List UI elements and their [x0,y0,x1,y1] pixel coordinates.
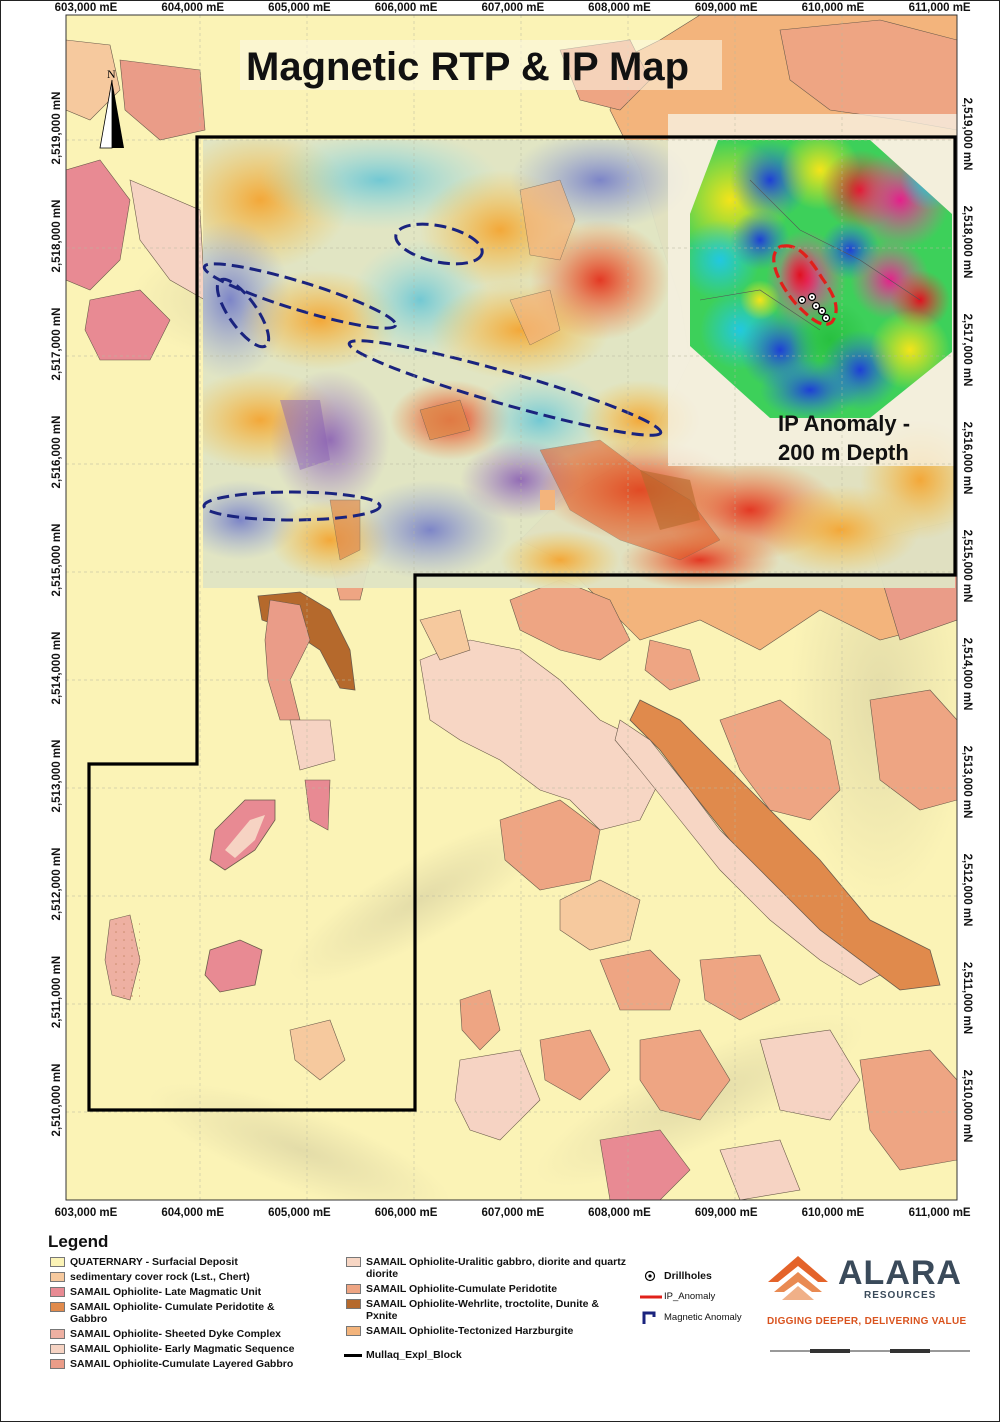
title-backdrop [240,40,722,90]
map-neatline [65,14,958,1201]
legend-item: SAMAIL Ophiolite-Cumulate Layered Gabbro [48,1358,328,1370]
northing-label-left: 2,514,000 mN [51,632,63,705]
northing-label-right: 2,511,000 mN [961,962,973,1034]
easting-label-top: 609,000 mE [695,2,758,14]
legend: Legend QUATERNARY - Surfacial Deposit se… [48,1232,978,1412]
northing-label-left: 2,516,000 mN [51,416,63,489]
easting-label-bottom: 609,000 mE [695,1207,758,1219]
legend-swatch [346,1299,361,1309]
legend-item: sedimentary cover rock (Lst., Chert) [48,1271,328,1283]
northing-label-left: 2,512,000 mN [51,848,63,921]
northing-label-right: 2,516,000 mN [961,422,973,495]
legend-swatch [346,1284,361,1294]
legend-item: SAMAIL Ophiolite- Early Magmatic Sequenc… [48,1343,328,1355]
ip-inset: IP Anomaly - 200 m Depth [668,114,957,466]
northing-label-left: 2,518,000 mN [51,200,63,273]
legend-item: SAMAIL Ophiolite- Cumulate Peridotite & … [48,1301,310,1325]
easting-label-top: 607,000 mE [481,2,544,14]
northing-label-left: 2,511,000 mN [51,956,63,1028]
legend-item: SAMAIL Ophiolite-Tectonized Harzburgite [344,1325,629,1337]
legend-item: SAMAIL Ophiolite-Cumulate Peridotite [344,1283,629,1295]
legend-swatch [50,1329,65,1339]
legend-item: QUATERNARY - Surfacial Deposit [48,1256,328,1268]
legend-swatch [50,1302,65,1312]
northing-label-left: 2,513,000 mN [51,740,63,813]
legend-item-block: Mullaq_Expl_Block [344,1349,629,1361]
legend-swatch [50,1359,65,1369]
scale-bar [770,1349,970,1353]
magnetic-rtp-raster [203,140,955,588]
easting-label-bottom: 607,000 mE [481,1207,544,1219]
northing-label-right: 2,514,000 mN [961,638,973,711]
alara-roof-icon [768,1256,828,1300]
magnetic-anomaly-outlines [202,222,663,522]
easting-label-top: 608,000 mE [588,2,651,14]
northing-label-right: 2,517,000 mN [961,314,973,387]
legend-swatch [346,1326,361,1336]
legend-column-2: SAMAIL Ophiolite-Uralitic gabbro, diorit… [344,1256,629,1364]
ip-anomaly-outline [772,244,838,326]
alara-wordmark: ALARA [838,1254,962,1292]
northing-label-right: 2,518,000 mN [961,206,973,279]
legend-swatch [50,1272,65,1282]
legend-swatch [346,1257,361,1267]
easting-label-bottom: 608,000 mE [588,1207,651,1219]
northing-label-left: 2,510,000 mN [51,1064,63,1137]
easting-label-bottom: 610,000 mE [802,1207,865,1219]
magnetic-anomaly-icon [642,1311,656,1324]
legend-item: SAMAIL Ophiolite- Late Magmatic Unit [48,1286,328,1298]
easting-label-bottom: 606,000 mE [375,1207,438,1219]
easting-label-top: 606,000 mE [375,2,438,14]
legend-magnetic-anomaly: Magnetic Anomaly [640,1311,770,1324]
drillhole-icon [644,1270,656,1282]
ip-inset-label-line2: 200 m Depth [778,440,909,465]
northing-labels-right: 2,519,000 mN 2,518,000 mN 2,517,000 mN 2,51… [961,98,973,1143]
legend-swatch [50,1257,65,1267]
easting-labels-top: 603,000 mE 604,000 mE 605,000 mE 606,000 mE… [55,2,971,14]
coordinate-grid [66,15,957,1200]
easting-label-top: 611,000 mE [909,2,971,14]
northing-label-right: 2,510,000 mN [961,1070,973,1143]
northing-label-left: 2,515,000 mN [51,524,63,597]
block-line-swatch [344,1354,362,1357]
legend-symbols: Drillholes IP_Anomaly Magnetic Anomaly [640,1270,770,1333]
legend-swatch [50,1287,65,1297]
legend-ip-anomaly: IP_Anomaly [640,1291,770,1303]
easting-label-top: 605,000 mE [268,2,331,14]
drillholes [797,292,831,323]
northing-labels-left: 2,519,000 mN 2,518,000 mN 2,517,000 mN 2,51… [51,92,63,1137]
easting-labels-bottom: 603,000 mE 604,000 mE 605,000 mE 606,000 mE… [55,1207,971,1219]
ip-anomaly-line-icon [640,1295,662,1299]
north-arrow: N [99,67,124,149]
northing-label-left: 2,519,000 mN [51,92,63,165]
easting-label-top: 604,000 mE [161,2,224,14]
northing-label-right: 2,512,000 mN [961,854,973,927]
ip-inset-label-line1: IP Anomaly - [778,411,910,436]
mullaq-expl-block-outline [87,135,957,1112]
legend-swatch [50,1344,65,1354]
alara-tagline: DIGGING DEEPER, DELIVERING VALUE [767,1316,967,1327]
easting-label-bottom: 611,000 mE [909,1207,971,1219]
northing-label-right: 2,519,000 mN [961,98,973,171]
legend-drillholes: Drillholes [640,1270,770,1282]
legend-column-1: QUATERNARY - Surfacial Deposit sedimenta… [48,1256,328,1373]
easting-label-top: 603,000 mE [55,2,118,14]
map-title: Magnetic RTP & IP Map [246,45,689,89]
alara-logo: ALARA RESOURCES DIGGING DEEPER, DELIVERI… [766,1254,976,1374]
legend-item: SAMAIL Ophiolite-Wehrlite, troctolite, D… [344,1298,626,1322]
easting-label-top: 610,000 mE [802,2,865,14]
north-label: N [107,67,116,81]
map-canvas: IP Anomaly - 200 m Depth Magnetic RTP & … [51,2,973,1219]
northing-label-right: 2,513,000 mN [961,746,973,819]
legend-title: Legend [48,1232,109,1251]
legend-item: SAMAIL Ophiolite- Sheeted Dyke Complex [48,1328,328,1340]
legend-item: SAMAIL Ophiolite-Uralitic gabbro, diorit… [344,1256,626,1280]
northing-label-left: 2,517,000 mN [51,308,63,381]
northing-label-right: 2,515,000 mN [961,530,973,603]
easting-label-bottom: 603,000 mE [55,1207,118,1219]
alara-subtitle: RESOURCES [864,1290,937,1301]
easting-label-bottom: 604,000 mE [161,1207,224,1219]
easting-label-bottom: 605,000 mE [268,1207,331,1219]
